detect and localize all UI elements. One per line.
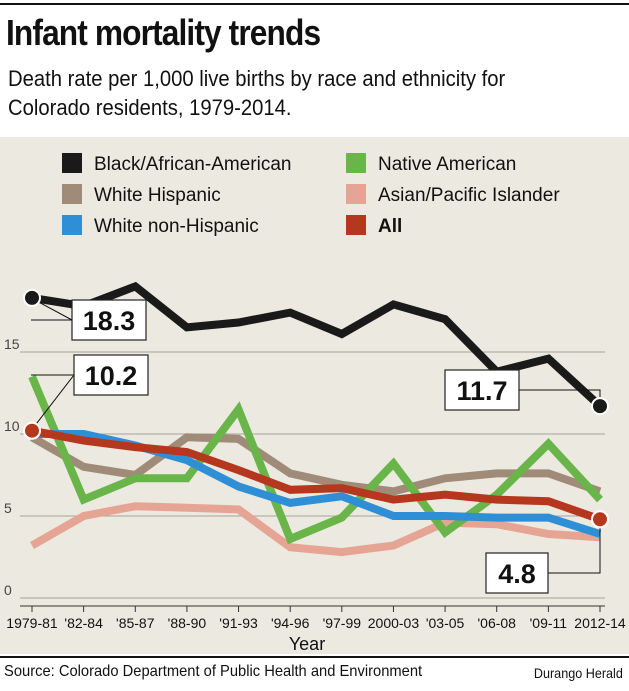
- endpoint-marker: [591, 397, 609, 416]
- legend-label: Asian/Pacific Islander: [378, 185, 560, 206]
- legend-label: White Hispanic: [94, 185, 221, 206]
- endpoint-marker: [591, 510, 609, 529]
- x-tick-label: '97-99: [323, 615, 362, 631]
- series-line-native-american: [28, 375, 603, 545]
- callout-label: 18.3: [83, 306, 136, 336]
- legend-swatch: [62, 153, 82, 173]
- endpoint-marker: [23, 288, 41, 307]
- y-tick-label: 15: [4, 336, 20, 352]
- top-rule: [0, 3, 629, 5]
- x-tick-label: 1979-81: [6, 615, 58, 631]
- callout-box: [73, 354, 149, 396]
- callout-leader: [548, 519, 601, 574]
- y-tick-label: 5: [4, 500, 12, 516]
- legend-swatch: [346, 184, 366, 204]
- x-tick-label: '85-87: [116, 615, 155, 631]
- callout-label: 10.2: [85, 361, 138, 391]
- callout-box: [444, 369, 520, 411]
- legend-label: Native American: [378, 154, 516, 175]
- y-tick-label: 0: [4, 582, 12, 598]
- x-tick-label: '88-90: [168, 615, 207, 631]
- legend-label: All: [378, 216, 402, 237]
- callout-box: [71, 299, 147, 341]
- x-tick-label: 2012-14: [574, 615, 626, 631]
- series-line-asian-pacific-islander: [30, 502, 601, 557]
- x-tick-label: 2000-03: [368, 615, 420, 631]
- legend-swatch: [62, 215, 82, 235]
- x-tick-label: '91-93: [219, 615, 258, 631]
- legend-swatch: [62, 184, 82, 204]
- y-tick-label: 10: [4, 418, 20, 434]
- callout-box: [485, 552, 549, 594]
- chart-subtitle: Death rate per 1,000 live births by race…: [8, 66, 506, 120]
- x-tick-label: '03-05: [426, 615, 465, 631]
- series-line-white-hispanic: [30, 433, 602, 496]
- legend-swatch: [346, 215, 366, 235]
- callout-label: 11.7: [456, 376, 507, 406]
- x-tick-label: '94-96: [271, 615, 310, 631]
- series-line-all: [31, 426, 602, 524]
- x-tick-label: '06-08: [477, 615, 516, 631]
- endpoint-marker: [23, 421, 41, 440]
- x-tick-label: '09-11: [530, 615, 568, 631]
- x-axis-title: Year: [289, 634, 325, 654]
- bottom-rule: [0, 656, 629, 658]
- callout-label: 4.8: [498, 559, 536, 589]
- legend-label: White non-Hispanic: [94, 216, 259, 237]
- legend-swatch: [346, 153, 366, 173]
- legend-label: Black/African-American: [94, 154, 291, 175]
- x-tick-label: '82-84: [64, 615, 103, 631]
- publisher-credit: Durango Herald: [534, 665, 623, 681]
- source-note: Source: Colorado Department of Public He…: [4, 663, 423, 680]
- chart-title: Infant mortality trends: [6, 12, 321, 53]
